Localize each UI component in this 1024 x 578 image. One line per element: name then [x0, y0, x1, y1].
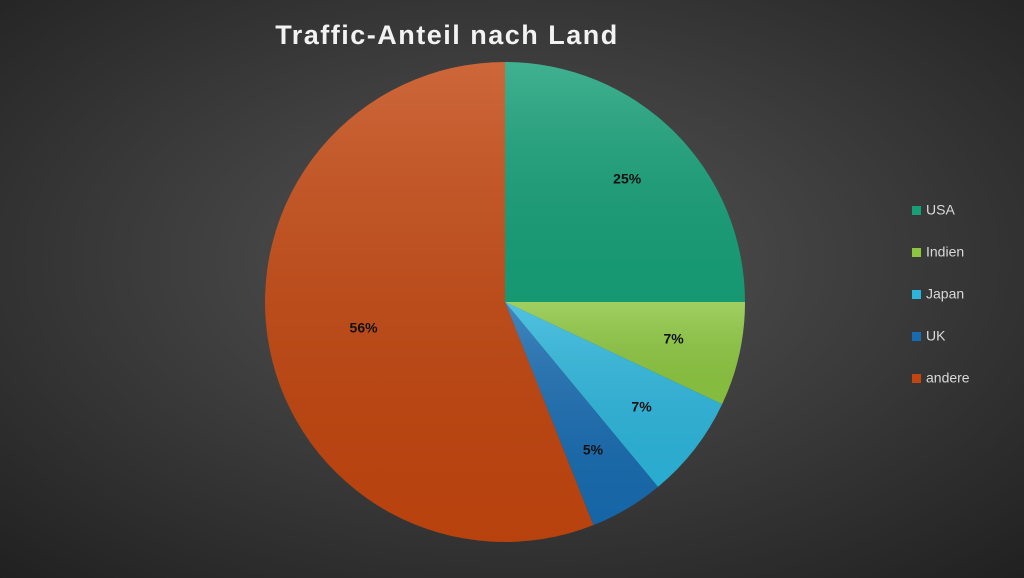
legend-label: andere: [926, 370, 970, 386]
legend-label: UK: [926, 328, 946, 344]
slice-shine: [505, 302, 723, 487]
data-label: 5%: [583, 441, 604, 457]
data-label: 7%: [664, 330, 685, 346]
data-label: 7%: [631, 399, 652, 415]
slice-shine: [505, 62, 745, 302]
legend-swatch: [912, 248, 921, 257]
legend-label: Indien: [926, 244, 964, 260]
legend-swatch: [912, 206, 921, 215]
slice-shine: [265, 62, 594, 542]
chart-title: Traffic-Anteil nach Land: [275, 20, 619, 50]
slice-shine: [505, 302, 745, 405]
data-label: 25%: [613, 171, 642, 187]
data-label: 56%: [350, 320, 379, 336]
legend-swatch: [912, 290, 921, 299]
pie: 25% 7% 7% 5% 56%: [265, 62, 745, 542]
legend: USA Indien Japan UK andere: [912, 202, 970, 386]
slice-shine: [505, 302, 658, 526]
legend-label: USA: [926, 202, 955, 218]
legend-swatch: [912, 374, 921, 383]
legend-label: Japan: [926, 286, 964, 302]
legend-swatch: [912, 332, 921, 341]
